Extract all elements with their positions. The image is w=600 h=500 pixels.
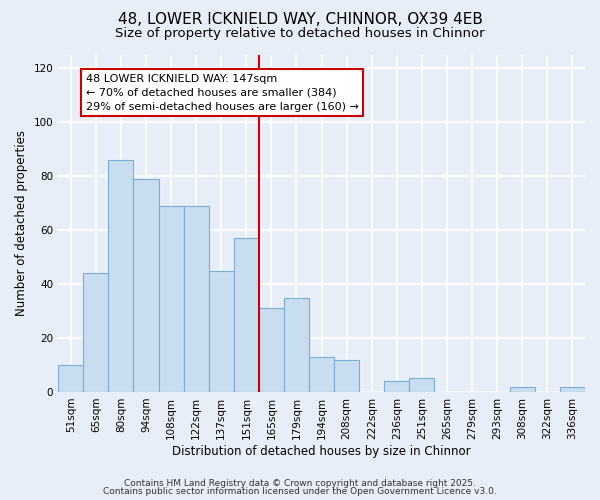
Bar [385,381,409,392]
Bar [109,160,133,392]
Bar [209,270,234,392]
Bar [284,298,309,392]
Bar [58,365,83,392]
Bar [560,386,585,392]
Y-axis label: Number of detached properties: Number of detached properties [15,130,28,316]
Bar [158,206,184,392]
Bar [133,179,158,392]
Bar [234,238,259,392]
Text: 48 LOWER ICKNIELD WAY: 147sqm
← 70% of detached houses are smaller (384)
29% of : 48 LOWER ICKNIELD WAY: 147sqm ← 70% of d… [86,74,359,112]
Text: Contains public sector information licensed under the Open Government Licence v3: Contains public sector information licen… [103,487,497,496]
Bar [83,274,109,392]
Text: Contains HM Land Registry data © Crown copyright and database right 2025.: Contains HM Land Registry data © Crown c… [124,478,476,488]
Bar [259,308,284,392]
Text: Size of property relative to detached houses in Chinnor: Size of property relative to detached ho… [115,28,485,40]
Bar [510,386,535,392]
Bar [309,357,334,392]
Text: 48, LOWER ICKNIELD WAY, CHINNOR, OX39 4EB: 48, LOWER ICKNIELD WAY, CHINNOR, OX39 4E… [118,12,482,28]
Bar [334,360,359,392]
Bar [184,206,209,392]
Bar [409,378,434,392]
X-axis label: Distribution of detached houses by size in Chinnor: Distribution of detached houses by size … [172,444,471,458]
